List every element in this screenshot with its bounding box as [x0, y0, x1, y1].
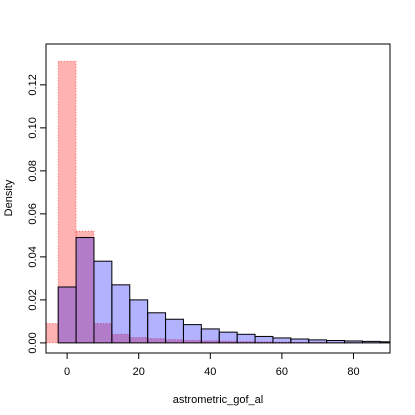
histogram-bar [165, 318, 184, 344]
plot-area [46, 60, 390, 344]
x-tick-label: 60 [276, 366, 288, 378]
histogram-bar [308, 339, 328, 344]
histogram-bar [272, 337, 292, 344]
y-axis-label: Density [3, 179, 15, 216]
y-tick-label: 0.12 [27, 74, 39, 95]
y-tick-label: 0.10 [27, 117, 39, 138]
x-tick-label: 20 [133, 366, 145, 378]
x-axis-label: astrometric_gof_al [173, 394, 264, 406]
histogram-bar [182, 324, 202, 344]
histogram-bar [326, 340, 346, 344]
histogram-bar [200, 328, 220, 344]
y-tick-label: 0.02 [27, 289, 39, 310]
histogram-bar [344, 340, 363, 344]
histogram-bar [218, 331, 238, 344]
x-tick-label: 80 [347, 366, 359, 378]
histogram-bar [57, 286, 77, 344]
histogram-bar [93, 260, 113, 344]
histogram-bar [290, 338, 310, 344]
histogram-bar [111, 284, 131, 344]
x-tick-label: 0 [64, 366, 70, 378]
histogram-bar [129, 299, 149, 344]
histogram-bar [254, 335, 274, 344]
histogram-bar [57, 60, 77, 344]
histogram-bar [46, 323, 59, 344]
y-tick-label: 0.06 [27, 203, 39, 224]
y-tick-label: 0.04 [27, 246, 39, 267]
histogram-bar [236, 333, 256, 344]
y-tick-label: 0.08 [27, 160, 39, 181]
histogram-bar [129, 337, 149, 344]
histogram-bar [379, 341, 390, 344]
y-tick-label: 0.00 [27, 332, 39, 353]
histogram-bar [361, 340, 381, 344]
x-tick-label: 40 [204, 366, 216, 378]
histogram-bar [147, 312, 167, 344]
histogram-bar [75, 237, 95, 344]
